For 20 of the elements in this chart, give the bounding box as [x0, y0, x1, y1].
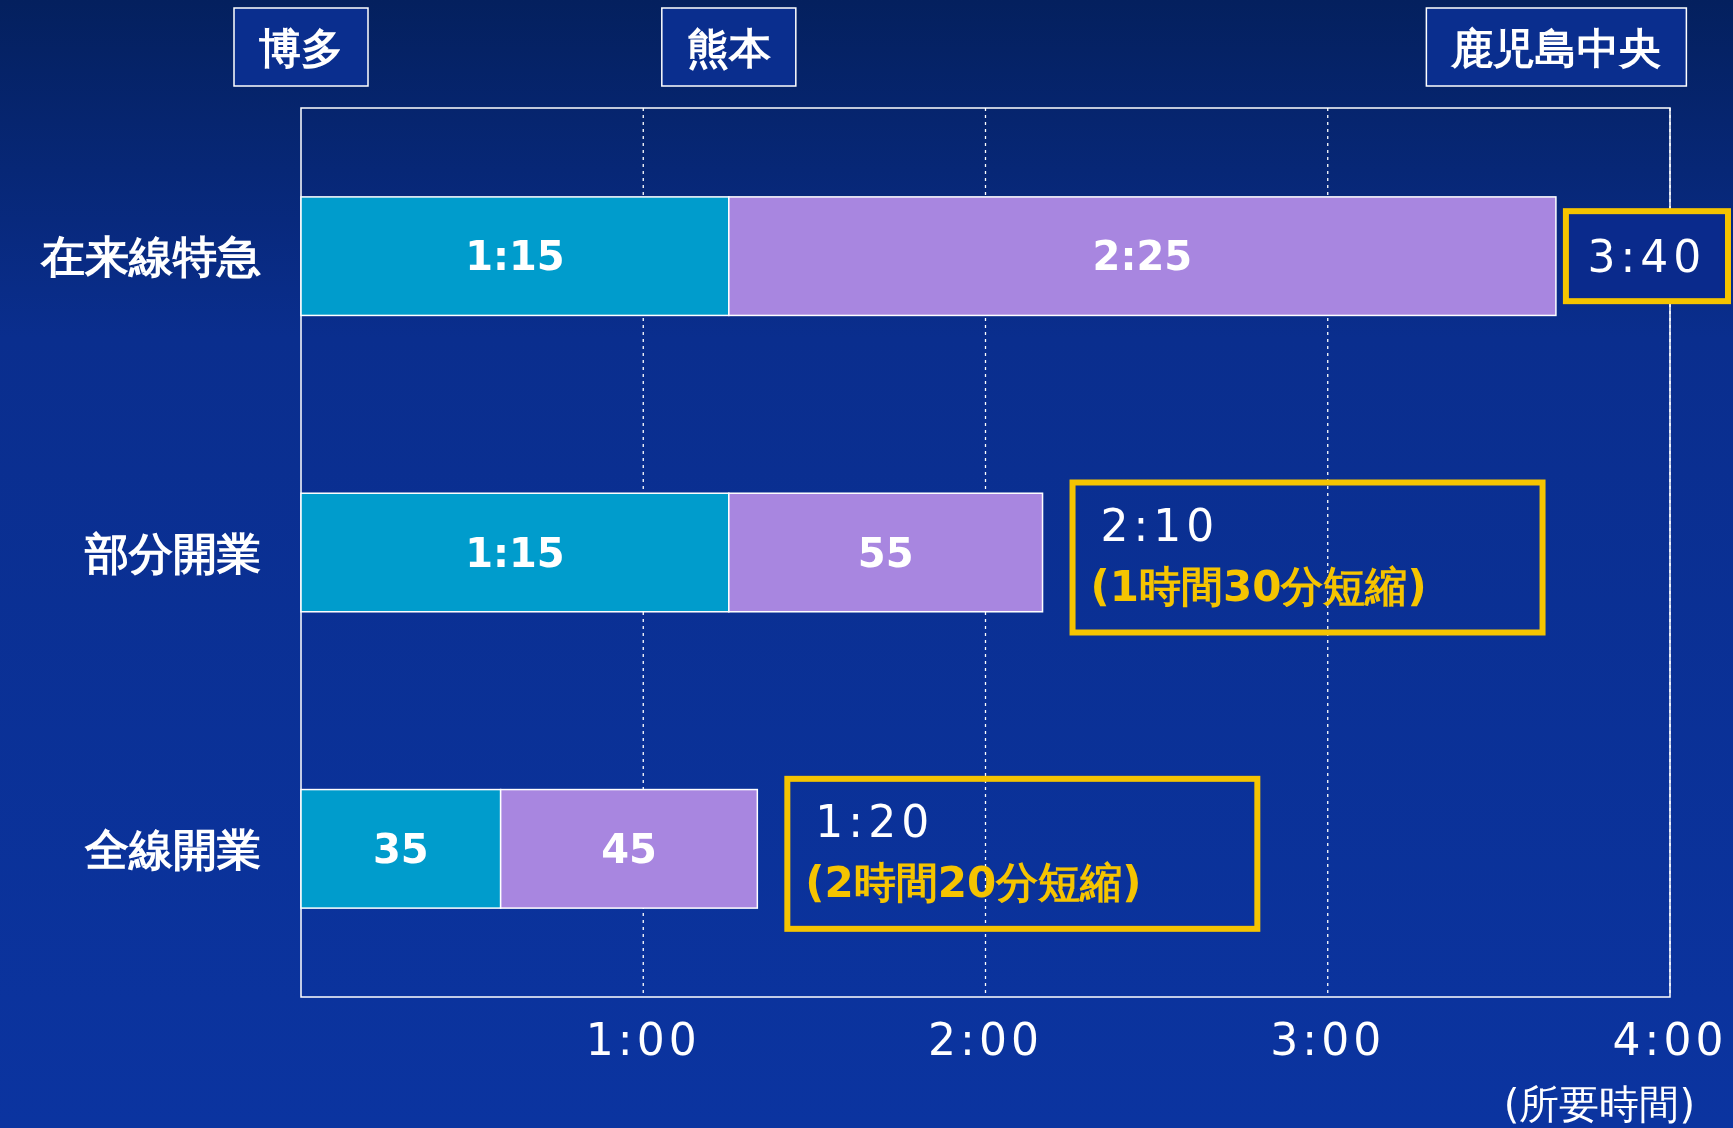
- data-label: 2:25: [1092, 233, 1193, 280]
- total-label: 2:10 (1時間30分短縮): [1090, 499, 1427, 611]
- total-label: 3:40: [1587, 231, 1707, 283]
- data-label: 55: [857, 529, 914, 576]
- y-tick-label: 全線開業: [84, 823, 261, 875]
- data-label: 1:15: [465, 529, 565, 576]
- x-axis-title: (所要時間): [1503, 1081, 1695, 1127]
- y-tick-label: 部分開業: [84, 527, 261, 579]
- data-label: 1:15: [465, 233, 565, 280]
- total-label: 1:20 (2時間20分短縮): [805, 795, 1142, 907]
- x-tick-label: 4:00: [1612, 1014, 1728, 1065]
- x-tick-label: 3:00: [1270, 1014, 1386, 1065]
- text: 熊本: [686, 24, 771, 73]
- x-tick-label: 2:00: [928, 1014, 1043, 1065]
- data-label: 45: [601, 825, 657, 872]
- data-label: 35: [372, 825, 429, 872]
- text: 鹿児島中央: [1450, 24, 1662, 73]
- text: 博多: [259, 24, 343, 73]
- y-tick-label: 在来線特急: [40, 231, 261, 283]
- x-tick-label: 1:00: [585, 1014, 701, 1065]
